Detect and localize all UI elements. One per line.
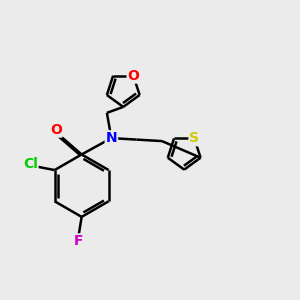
Text: F: F: [74, 234, 83, 248]
Text: Cl: Cl: [23, 157, 38, 170]
Text: O: O: [50, 123, 62, 137]
Text: O: O: [128, 69, 139, 83]
Text: N: N: [106, 131, 117, 145]
Text: S: S: [189, 131, 199, 146]
